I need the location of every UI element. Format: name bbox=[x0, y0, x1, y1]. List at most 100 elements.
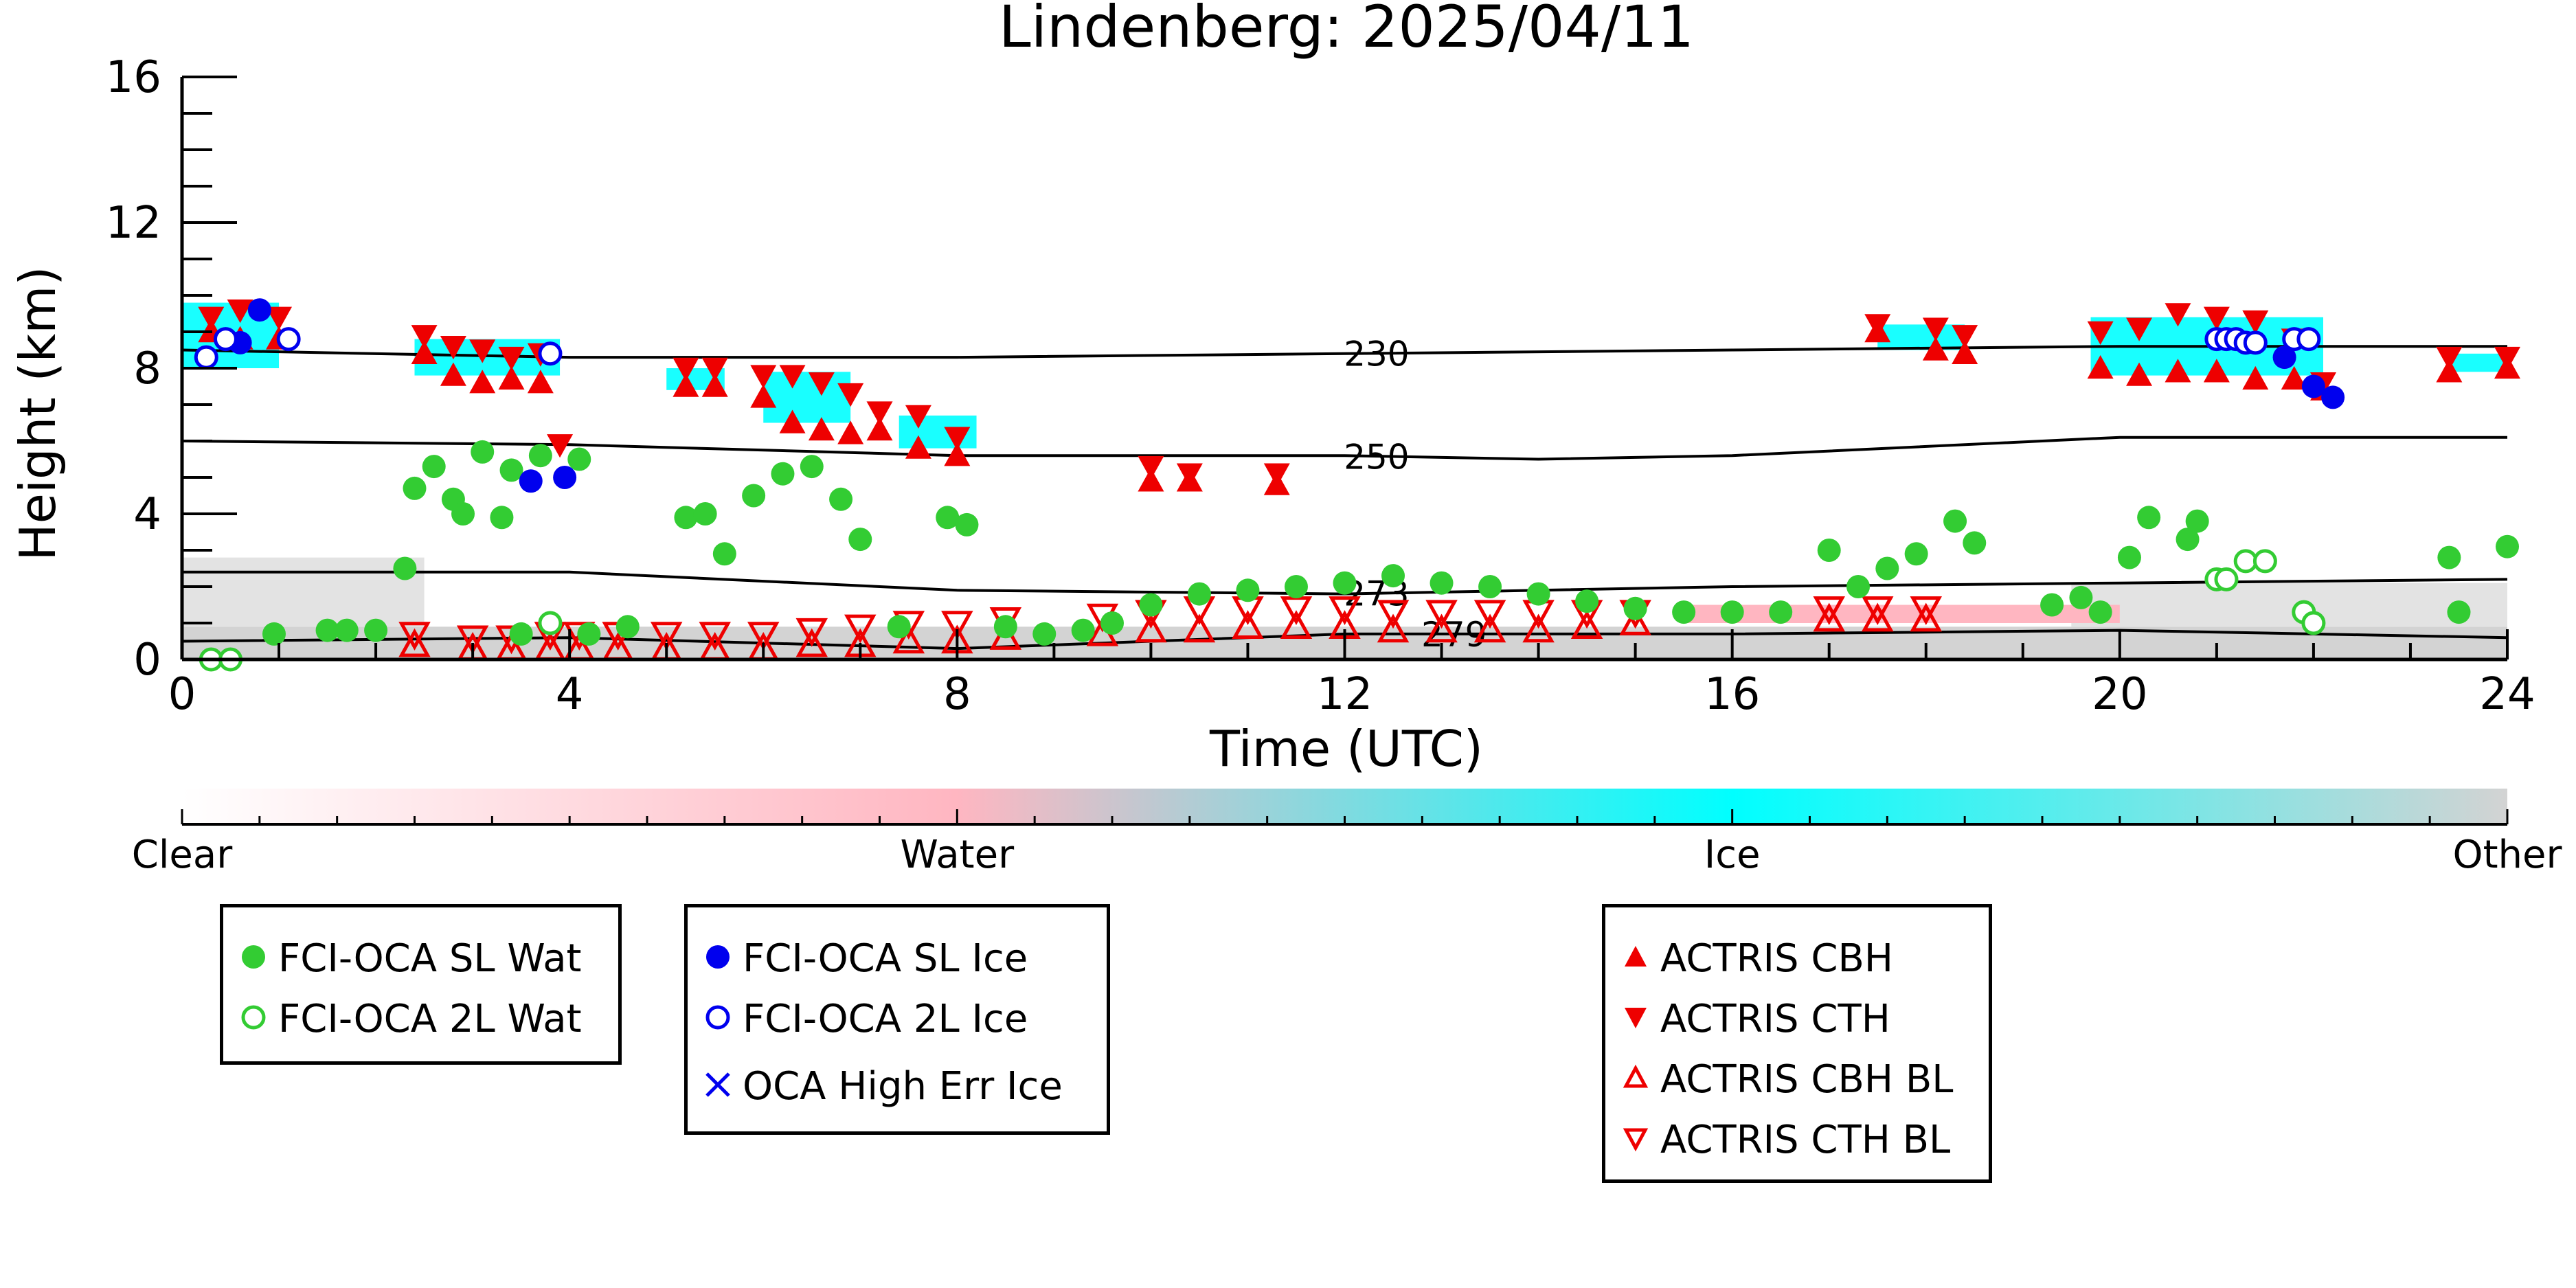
colorbar-label: Other bbox=[2452, 833, 2562, 877]
data-point bbox=[1135, 613, 1167, 643]
data-point bbox=[866, 417, 893, 441]
x-tick-label: 20 bbox=[2092, 669, 2147, 720]
data-point bbox=[1526, 582, 1550, 606]
data-point bbox=[1284, 575, 1308, 598]
data-point bbox=[411, 325, 438, 349]
data-point bbox=[469, 339, 496, 363]
data-point bbox=[456, 625, 489, 655]
data-point bbox=[771, 462, 795, 486]
ice-cloud-region bbox=[2449, 353, 2507, 372]
data-point bbox=[808, 417, 835, 441]
data-point bbox=[2126, 362, 2153, 386]
open-circle-icon bbox=[241, 1005, 266, 1030]
data-point bbox=[1473, 613, 1506, 643]
data-point bbox=[398, 622, 431, 651]
data-point bbox=[1769, 600, 1793, 624]
data-point bbox=[1875, 556, 1899, 580]
data-point bbox=[1952, 340, 1978, 364]
x-axis-label: Time (UTC) bbox=[1209, 720, 1483, 778]
data-point bbox=[1910, 602, 1942, 632]
data-point bbox=[2087, 321, 2114, 345]
data-point bbox=[2281, 365, 2307, 390]
data-point bbox=[1100, 611, 1124, 635]
data-point bbox=[2436, 359, 2463, 383]
data-point bbox=[2496, 534, 2519, 558]
data-point bbox=[1425, 613, 1458, 643]
colorbar-label: Water bbox=[901, 833, 1015, 877]
data-point bbox=[1813, 602, 1845, 632]
data-point bbox=[800, 455, 824, 479]
data-point bbox=[1672, 600, 1696, 624]
legend-label: ACTRIS CTH BL bbox=[1660, 1118, 1951, 1162]
ice-cloud-region bbox=[763, 372, 851, 423]
data-point bbox=[1280, 610, 1313, 639]
data-markers bbox=[194, 298, 2520, 672]
colorbar-label: Ice bbox=[1704, 833, 1761, 877]
data-point bbox=[1813, 596, 1845, 625]
data-point bbox=[844, 614, 877, 644]
data-point bbox=[2296, 327, 2321, 352]
data-point bbox=[892, 624, 925, 654]
data-point bbox=[2301, 374, 2325, 398]
data-point bbox=[2214, 567, 2239, 591]
data-point bbox=[1176, 463, 1203, 487]
data-point bbox=[1864, 314, 1891, 338]
data-point bbox=[1575, 589, 1599, 613]
isotherm-label: 230 bbox=[1344, 334, 1409, 374]
data-point bbox=[905, 405, 931, 429]
data-point bbox=[1963, 531, 1987, 555]
data-point bbox=[1333, 571, 1357, 595]
data-point bbox=[1478, 575, 1502, 598]
data-point bbox=[742, 484, 766, 508]
data-point bbox=[498, 346, 525, 371]
data-point bbox=[1846, 575, 1871, 598]
colorbar: Clear Water Ice Other bbox=[132, 789, 2562, 877]
data-point bbox=[262, 622, 286, 646]
data-point bbox=[1280, 596, 1313, 625]
other-band bbox=[182, 557, 425, 627]
x-tick-label: 24 bbox=[2479, 669, 2535, 720]
data-point bbox=[393, 556, 417, 580]
legend-label: FCI-OCA SL Wat bbox=[278, 936, 582, 981]
legend-label: ACTRIS CTH bbox=[1660, 997, 1890, 1041]
data-point bbox=[577, 622, 601, 646]
data-point bbox=[2117, 545, 2141, 569]
legend-ice: FCI-OCA SL Ice FCI-OCA 2L Ice OCA High E… bbox=[684, 904, 1110, 1135]
data-point bbox=[490, 506, 514, 530]
data-point bbox=[547, 434, 574, 458]
data-point bbox=[1861, 602, 1894, 632]
filled-circle-icon bbox=[242, 945, 265, 969]
data-point bbox=[615, 615, 640, 639]
data-point bbox=[779, 365, 806, 389]
data-point bbox=[829, 487, 853, 511]
data-point bbox=[2494, 346, 2520, 371]
data-point bbox=[693, 502, 717, 526]
data-point bbox=[944, 427, 971, 451]
data-point bbox=[837, 383, 864, 407]
open-triangle-down-icon bbox=[1623, 1128, 1649, 1152]
data-point bbox=[538, 341, 563, 366]
legend-label: ACTRIS CBH bbox=[1660, 936, 1894, 981]
data-point bbox=[527, 370, 554, 394]
data-point bbox=[498, 365, 525, 390]
data-point bbox=[2447, 600, 2471, 624]
data-point bbox=[674, 506, 698, 530]
data-point bbox=[1817, 539, 1841, 562]
data-point bbox=[1943, 509, 1967, 533]
filled-circle-icon bbox=[706, 945, 730, 969]
data-point bbox=[1623, 596, 1647, 620]
data-point bbox=[866, 401, 893, 425]
isotherm-label: 250 bbox=[1344, 437, 1409, 477]
data-point bbox=[398, 628, 431, 657]
data-point bbox=[2272, 346, 2296, 370]
legend-label: FCI-OCA SL Ice bbox=[743, 936, 1028, 981]
data-point bbox=[2203, 359, 2230, 383]
data-point bbox=[941, 611, 973, 640]
data-point bbox=[1910, 596, 1942, 625]
data-point bbox=[1425, 600, 1458, 629]
data-point bbox=[1952, 325, 1978, 349]
isotherm-250 bbox=[181, 436, 2507, 461]
data-point bbox=[955, 512, 979, 536]
data-point bbox=[848, 528, 872, 552]
y-tick-label: 4 bbox=[133, 489, 161, 540]
